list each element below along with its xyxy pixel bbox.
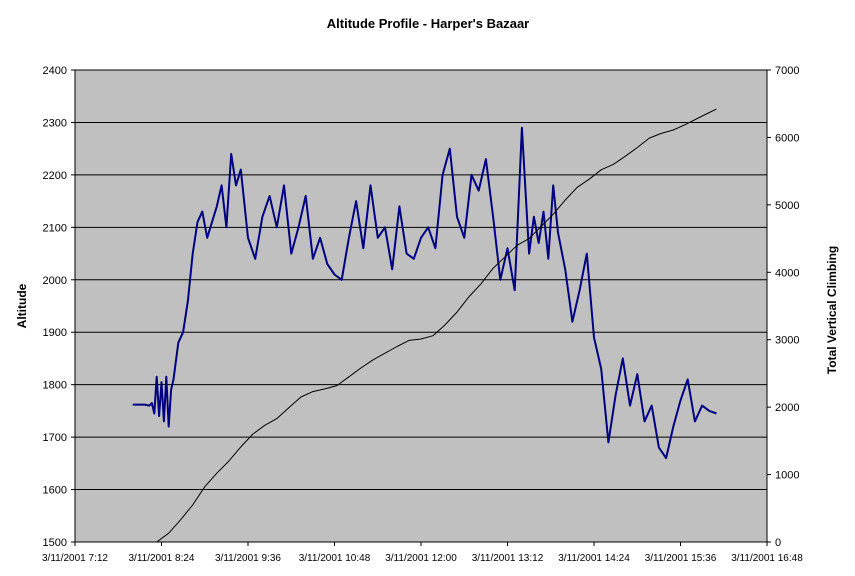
x-tick-label: 3/11/2001 16:48 — [731, 553, 803, 564]
y-axis-label: Altitude — [15, 283, 29, 328]
x-tick-label: 3/11/2001 12:00 — [385, 553, 457, 564]
y-tick-label: 1500 — [43, 537, 67, 549]
y-tick-label: 1900 — [43, 327, 67, 339]
y2-tick-label: 5000 — [775, 200, 799, 212]
x-tick-label: 3/11/2001 13:12 — [472, 553, 544, 564]
y2-tick-label: 1000 — [775, 470, 799, 482]
y2-tick-label: 7000 — [775, 65, 799, 77]
y2-tick-label: 3000 — [775, 335, 799, 347]
y-tick-label: 2100 — [43, 222, 67, 234]
chart-title: Altitude Profile - Harper's Bazaar — [327, 16, 529, 31]
x-tick-label: 3/11/2001 7:12 — [42, 553, 108, 564]
x-tick-label: 3/11/2001 14:24 — [558, 553, 630, 564]
vertical-climbing-series-line — [156, 108, 717, 543]
y-tick-label: 2000 — [43, 275, 67, 287]
series-layer — [132, 108, 717, 543]
y2-axis-label: Total Vertical Climbing — [825, 246, 839, 374]
x-tick-label: 3/11/2001 15:36 — [645, 553, 717, 564]
y-tick-label: 1700 — [43, 432, 67, 444]
axes: 1500 1600 1700 1800 1900 2000 2100 2200 2300 2400… — [42, 65, 803, 564]
y-tick-label: 2200 — [43, 170, 67, 182]
x-tick-label: 3/11/2001 10:48 — [299, 553, 371, 564]
y2-tick-label: 4000 — [775, 267, 799, 279]
y-tick-label: 1800 — [43, 380, 67, 392]
y2-tick-label: 0 — [775, 537, 781, 549]
y-tick-label: 2400 — [43, 65, 67, 77]
y-tick-label: 1600 — [43, 485, 67, 497]
y-tick-label: 2300 — [43, 117, 67, 129]
y2-tick-label: 2000 — [775, 402, 799, 414]
x-tick-label: 3/11/2001 8:24 — [129, 553, 195, 564]
y2-tick-label: 6000 — [775, 132, 799, 144]
altitude-series-line — [132, 126, 717, 460]
x-tick-label: 3/11/2001 9:36 — [215, 553, 281, 564]
plot-area — [74, 69, 768, 543]
